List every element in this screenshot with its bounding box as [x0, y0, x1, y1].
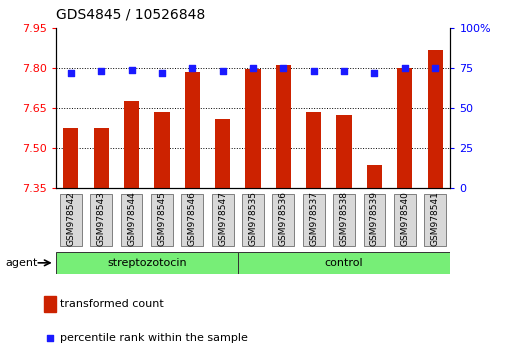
Bar — [93, 128, 109, 188]
FancyBboxPatch shape — [120, 194, 142, 246]
Point — [127, 67, 135, 73]
Point — [309, 69, 317, 74]
Text: GSM978541: GSM978541 — [430, 191, 439, 246]
FancyBboxPatch shape — [56, 252, 237, 274]
Point — [67, 70, 75, 76]
FancyBboxPatch shape — [60, 194, 82, 246]
FancyBboxPatch shape — [363, 194, 385, 246]
Bar — [63, 128, 78, 188]
Bar — [396, 68, 412, 188]
Point — [339, 69, 347, 74]
Text: GSM978535: GSM978535 — [248, 191, 257, 246]
Text: GSM978540: GSM978540 — [399, 191, 409, 246]
Text: GSM978537: GSM978537 — [309, 191, 318, 246]
Bar — [427, 50, 442, 188]
FancyBboxPatch shape — [272, 194, 294, 246]
Point — [45, 336, 54, 341]
Point — [248, 65, 257, 71]
Point — [430, 65, 438, 71]
Text: GDS4845 / 10526848: GDS4845 / 10526848 — [56, 7, 205, 21]
Point — [400, 65, 408, 71]
Text: GSM978543: GSM978543 — [96, 191, 106, 246]
FancyBboxPatch shape — [181, 194, 203, 246]
FancyBboxPatch shape — [211, 194, 233, 246]
Text: GSM978545: GSM978545 — [157, 191, 166, 246]
Text: GSM978536: GSM978536 — [278, 191, 287, 246]
Bar — [154, 112, 169, 188]
Point — [370, 70, 378, 76]
Point — [97, 69, 105, 74]
FancyBboxPatch shape — [423, 194, 445, 246]
Text: GSM978544: GSM978544 — [127, 191, 136, 246]
Text: transformed count: transformed count — [60, 299, 164, 309]
Bar — [215, 119, 230, 188]
Text: streptozotocin: streptozotocin — [107, 258, 186, 268]
FancyBboxPatch shape — [241, 194, 264, 246]
Bar — [275, 65, 290, 188]
Text: GSM978542: GSM978542 — [66, 191, 75, 246]
Text: GSM978546: GSM978546 — [187, 191, 196, 246]
FancyBboxPatch shape — [150, 194, 173, 246]
FancyBboxPatch shape — [393, 194, 415, 246]
Point — [158, 70, 166, 76]
FancyBboxPatch shape — [90, 194, 112, 246]
FancyBboxPatch shape — [332, 194, 355, 246]
FancyBboxPatch shape — [302, 194, 324, 246]
Text: GSM978539: GSM978539 — [369, 191, 378, 246]
Point — [218, 69, 226, 74]
Text: GSM978547: GSM978547 — [218, 191, 227, 246]
Text: GSM978538: GSM978538 — [339, 191, 348, 246]
FancyBboxPatch shape — [237, 252, 449, 274]
Bar — [124, 101, 139, 188]
Bar — [44, 296, 56, 312]
Text: control: control — [324, 258, 363, 268]
Bar — [366, 165, 381, 188]
Bar — [184, 72, 199, 188]
Point — [279, 65, 287, 71]
Bar — [306, 112, 321, 188]
Bar — [336, 115, 351, 188]
Text: agent: agent — [5, 258, 37, 268]
Bar — [245, 69, 260, 188]
Point — [188, 65, 196, 71]
Text: percentile rank within the sample: percentile rank within the sample — [60, 333, 247, 343]
